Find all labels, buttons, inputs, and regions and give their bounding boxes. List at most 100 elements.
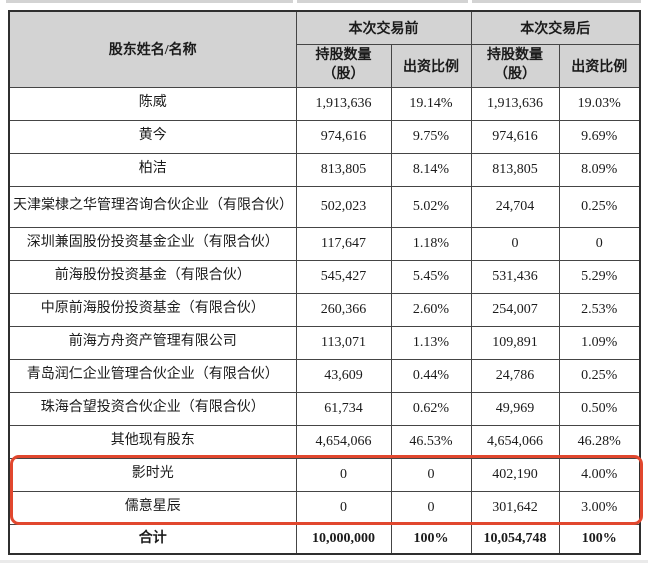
shareholder-name: 前海股份投资基金（有限合伙） bbox=[8, 259, 297, 294]
total-label: 合计 bbox=[8, 523, 297, 555]
shareholder-name: 青岛润仁企业管理合伙企业（有限合伙） bbox=[8, 358, 297, 393]
after-shares: 49,969 bbox=[470, 391, 560, 426]
before-ratio: 19.14% bbox=[390, 86, 472, 121]
before-shares: 260,366 bbox=[295, 292, 392, 327]
before-shares: 0 bbox=[295, 490, 392, 525]
after-ratio: 3.00% bbox=[558, 490, 641, 525]
after-shares: 24,786 bbox=[470, 358, 560, 393]
after-ratio: 8.09% bbox=[558, 152, 641, 187]
shareholder-name: 儒意星辰 bbox=[8, 490, 297, 525]
after-ratio: 9.69% bbox=[558, 119, 641, 154]
shareholder-name: 陈威 bbox=[8, 86, 297, 121]
after-shares: 531,436 bbox=[470, 259, 560, 294]
table-row: 天津棠棣之华管理咨询合伙企业（有限合伙） 502,023 5.02% 24,70… bbox=[8, 185, 641, 228]
bottom-edge-strip bbox=[0, 560, 648, 563]
table-row: 中原前海股份投资基金（有限合伙） 260,366 2.60% 254,007 2… bbox=[8, 292, 641, 327]
header-row-groups: 股东姓名/名称 本次交易前 本次交易后 bbox=[8, 10, 641, 88]
header-after-shares: 持股数量 （股） bbox=[470, 43, 560, 88]
cropped-row-sliver bbox=[472, 0, 641, 3]
after-ratio: 0.25% bbox=[558, 185, 641, 228]
after-ratio: 1.09% bbox=[558, 325, 641, 360]
before-shares: 4,654,066 bbox=[295, 424, 392, 459]
total-after-ratio: 100% bbox=[558, 523, 641, 555]
after-ratio: 5.29% bbox=[558, 259, 641, 294]
table-row: 黄今 974,616 9.75% 974,616 9.69% bbox=[8, 119, 641, 154]
before-ratio: 5.02% bbox=[390, 185, 472, 228]
shareholder-name: 柏洁 bbox=[8, 152, 297, 187]
cropped-row-sliver bbox=[297, 0, 468, 3]
after-shares: 402,190 bbox=[470, 457, 560, 492]
total-before-ratio: 100% bbox=[390, 523, 472, 555]
after-ratio: 0.25% bbox=[558, 358, 641, 393]
before-shares: 117,647 bbox=[295, 226, 392, 261]
table-row-total: 合计 10,000,000 100% 10,054,748 100% bbox=[8, 523, 641, 555]
before-shares: 545,427 bbox=[295, 259, 392, 294]
shareholder-name: 珠海合望投资合伙企业（有限合伙） bbox=[8, 391, 297, 426]
before-ratio: 0 bbox=[390, 490, 472, 525]
shareholder-name: 中原前海股份投资基金（有限合伙） bbox=[8, 292, 297, 327]
header-row-subcolumns: 持股数量 （股） 出资比例 持股数量 （股） 出资比例 bbox=[9, 43, 641, 88]
table-row: 其他现有股东 4,654,066 46.53% 4,654,066 46.28% bbox=[8, 424, 641, 459]
before-shares: 113,071 bbox=[295, 325, 392, 360]
table-header: 股东姓名/名称 本次交易前 本次交易后 持股数量 （股） 出资比例 持股数量 （… bbox=[8, 10, 641, 88]
shareholder-name: 影时光 bbox=[8, 457, 297, 492]
shareholder-table: 股东姓名/名称 本次交易前 本次交易后 持股数量 （股） 出资比例 持股数量 （… bbox=[8, 10, 641, 555]
shareholder-name: 深圳兼固股份投资基金企业（有限合伙） bbox=[8, 226, 297, 261]
table-row: 青岛润仁企业管理合伙企业（有限合伙） 43,609 0.44% 24,786 0… bbox=[8, 358, 641, 393]
after-ratio: 19.03% bbox=[558, 86, 641, 121]
header-after-transaction: 本次交易后 bbox=[470, 10, 641, 45]
before-ratio: 0.62% bbox=[390, 391, 472, 426]
table-row: 珠海合望投资合伙企业（有限合伙） 61,734 0.62% 49,969 0.5… bbox=[8, 391, 641, 426]
header-after-ratio: 出资比例 bbox=[558, 43, 641, 88]
before-shares: 43,609 bbox=[295, 358, 392, 393]
header-before-ratio: 出资比例 bbox=[390, 43, 472, 88]
table-row-highlighted: 影时光 0 0 402,190 4.00% bbox=[8, 457, 641, 492]
table-row: 前海股份投资基金（有限合伙） 545,427 5.45% 531,436 5.2… bbox=[8, 259, 641, 294]
before-ratio: 0 bbox=[390, 457, 472, 492]
after-shares: 109,891 bbox=[470, 325, 560, 360]
after-shares: 301,642 bbox=[470, 490, 560, 525]
before-ratio: 46.53% bbox=[390, 424, 472, 459]
after-shares: 4,654,066 bbox=[470, 424, 560, 459]
after-shares: 24,704 bbox=[470, 185, 560, 228]
cropped-row-sliver bbox=[6, 0, 293, 3]
before-shares: 0 bbox=[295, 457, 392, 492]
header-before-transaction: 本次交易前 bbox=[295, 10, 472, 45]
shareholder-name: 黄今 bbox=[8, 119, 297, 154]
after-ratio: 0.50% bbox=[558, 391, 641, 426]
after-shares: 254,007 bbox=[470, 292, 560, 327]
table-row: 陈威 1,913,636 19.14% 1,913,636 19.03% bbox=[8, 86, 641, 121]
table-row: 深圳兼固股份投资基金企业（有限合伙） 117,647 1.18% 0 0 bbox=[8, 226, 641, 261]
after-shares: 813,805 bbox=[470, 152, 560, 187]
before-shares: 974,616 bbox=[295, 119, 392, 154]
before-ratio: 1.13% bbox=[390, 325, 472, 360]
after-ratio: 0 bbox=[558, 226, 641, 261]
shareholder-name: 其他现有股东 bbox=[8, 424, 297, 459]
before-shares: 1,913,636 bbox=[295, 86, 392, 121]
table-row: 柏洁 813,805 8.14% 813,805 8.09% bbox=[8, 152, 641, 187]
before-ratio: 5.45% bbox=[390, 259, 472, 294]
before-shares: 502,023 bbox=[295, 185, 392, 228]
table-row: 前海方舟资产管理有限公司 113,071 1.13% 109,891 1.09% bbox=[8, 325, 641, 360]
total-before-shares: 10,000,000 bbox=[295, 523, 392, 555]
header-before-shares: 持股数量 （股） bbox=[295, 43, 392, 88]
after-ratio: 2.53% bbox=[558, 292, 641, 327]
before-ratio: 8.14% bbox=[390, 152, 472, 187]
table-row-highlighted: 儒意星辰 0 0 301,642 3.00% bbox=[8, 490, 641, 525]
shareholder-name: 天津棠棣之华管理咨询合伙企业（有限合伙） bbox=[8, 185, 297, 228]
before-shares: 61,734 bbox=[295, 391, 392, 426]
before-ratio: 1.18% bbox=[390, 226, 472, 261]
total-after-shares: 10,054,748 bbox=[470, 523, 560, 555]
before-ratio: 9.75% bbox=[390, 119, 472, 154]
after-ratio: 46.28% bbox=[558, 424, 641, 459]
header-shareholder-name: 股东姓名/名称 bbox=[8, 10, 297, 88]
after-ratio: 4.00% bbox=[558, 457, 641, 492]
before-shares: 813,805 bbox=[295, 152, 392, 187]
after-shares: 1,913,636 bbox=[470, 86, 560, 121]
before-ratio: 2.60% bbox=[390, 292, 472, 327]
before-ratio: 0.44% bbox=[390, 358, 472, 393]
shareholder-name: 前海方舟资产管理有限公司 bbox=[8, 325, 297, 360]
table-body: 陈威 1,913,636 19.14% 1,913,636 19.03% 黄今 … bbox=[8, 86, 641, 555]
after-shares: 974,616 bbox=[470, 119, 560, 154]
